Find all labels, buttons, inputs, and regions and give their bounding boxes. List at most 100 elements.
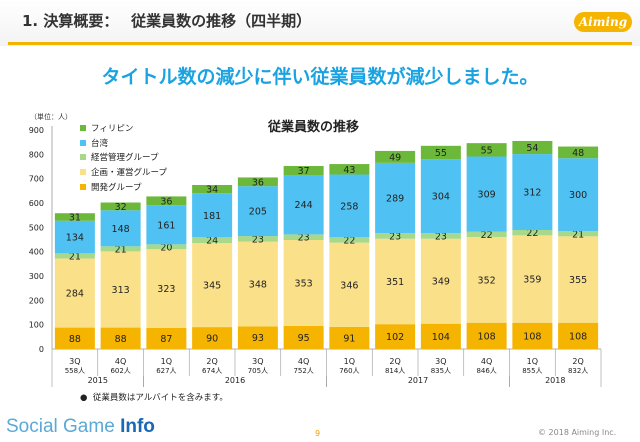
- bar-segment: [512, 235, 553, 323]
- bar-segment: [283, 234, 324, 240]
- y-tick-label: 400: [29, 248, 44, 257]
- x-total-label: 752人: [293, 367, 313, 375]
- bar-segment: [375, 324, 416, 349]
- bar-data-label: 21: [69, 251, 81, 262]
- bar-data-label: 102: [386, 332, 404, 343]
- x-total-label: 832人: [568, 367, 588, 375]
- x-total-label: 835人: [431, 367, 451, 375]
- bar-segment: [100, 327, 141, 349]
- x-tick-label: 2Q: [206, 357, 217, 366]
- y-tick-label: 300: [29, 272, 44, 281]
- legend-swatch: [80, 125, 86, 132]
- bar-data-label: 108: [478, 331, 496, 342]
- bar-data-label: 23: [298, 233, 310, 244]
- y-tick-label: 900: [29, 126, 44, 135]
- bar-segment: [192, 237, 233, 244]
- bar-data-label: 23: [389, 231, 401, 242]
- bar-data-label: 351: [386, 277, 404, 288]
- bar-segment: [100, 246, 141, 252]
- y-tick-label: 100: [29, 321, 44, 330]
- bar-segment: [100, 251, 141, 328]
- bar-segment: [283, 175, 324, 235]
- legend: フィリピン 台湾 経営管理グループ 企画・運営グループ 開発グループ: [80, 121, 167, 194]
- x-total-label: 602人: [110, 367, 130, 375]
- bar-segment: [558, 322, 599, 349]
- unit-label: （単位：人）: [30, 113, 72, 121]
- bar-data-label: 244: [295, 200, 313, 211]
- legend-label: 経営管理グループ: [91, 153, 159, 164]
- legend-label: フィリピン: [91, 124, 134, 135]
- bar-data-label: 43: [343, 165, 355, 176]
- bar-data-label: 289: [386, 194, 404, 205]
- bar-data-label: 355: [569, 275, 587, 286]
- bar-segment: [146, 196, 187, 206]
- x-total-label: 558人: [65, 367, 85, 375]
- chart-title: 従業員数の推移: [268, 120, 360, 135]
- footnote: ● 従業員数はアルバイトを含みます。: [80, 391, 228, 403]
- bar-segment: [146, 205, 187, 245]
- legend-label: 開発グループ: [91, 182, 142, 193]
- bar-data-label: 22: [526, 228, 538, 239]
- bar-data-label: 55: [435, 148, 447, 159]
- bar-segment: [54, 327, 95, 349]
- bar-segment: [558, 236, 599, 323]
- bar-segment: [329, 164, 370, 175]
- legend-swatch: [80, 169, 86, 176]
- footnote-text: 従業員数はアルバイトを含みます。: [92, 393, 228, 403]
- bar-data-label: 22: [343, 235, 355, 246]
- legend-swatch: [80, 139, 86, 146]
- bar-data-label: 87: [160, 334, 172, 345]
- bar-data-label: 205: [249, 207, 267, 218]
- bar-segment: [466, 231, 507, 238]
- x-total-label: 855人: [522, 367, 542, 375]
- x-tick-label: 2Q: [389, 357, 400, 366]
- bar-data-label: 24: [206, 236, 218, 247]
- bar-segment: [558, 231, 599, 237]
- bar-data-label: 31: [69, 212, 81, 223]
- bar-segment: [329, 326, 370, 349]
- bar-segment: [329, 237, 370, 243]
- x-tick-label: 1Q: [527, 357, 538, 366]
- bar-data-label: 55: [481, 145, 493, 156]
- legend-item: フィリピン: [80, 121, 167, 136]
- headline: タイトル数の減少に伴い従業員数が減少しました。: [101, 66, 539, 88]
- bar-segment: [237, 186, 278, 237]
- bar-data-label: 359: [523, 275, 541, 286]
- bar-data-label: 95: [298, 333, 310, 344]
- year-label: 2016: [225, 376, 245, 385]
- x-tick-label: 1Q: [344, 357, 355, 366]
- bar-segment: [100, 210, 141, 247]
- brand-light: Social Game: [6, 416, 115, 437]
- bar-segment: [420, 233, 461, 239]
- bar-segment: [466, 156, 507, 232]
- bar-segment: [54, 258, 95, 328]
- y-tick-label: 700: [29, 175, 44, 184]
- x-tick-label: 3Q: [69, 357, 80, 366]
- bar-segment: [512, 322, 553, 349]
- bar-data-label: 313: [112, 285, 130, 296]
- bar-segment: [375, 162, 416, 234]
- y-tick-label: 600: [29, 199, 44, 208]
- bar-data-label: 134: [66, 233, 84, 244]
- bar-data-label: 32: [115, 202, 127, 213]
- legend-item: 開発グループ: [80, 179, 167, 194]
- x-total-label: 814人: [385, 367, 405, 375]
- x-tick-label: 2Q: [572, 357, 583, 366]
- bar-data-label: 49: [389, 152, 401, 163]
- legend-swatch: [80, 154, 86, 161]
- bar-segment: [146, 244, 187, 250]
- bar-data-label: 108: [569, 331, 587, 342]
- bar-segment: [512, 154, 553, 231]
- bar-data-label: 34: [206, 185, 218, 196]
- bar-data-label: 20: [160, 242, 172, 253]
- bar-data-label: 48: [572, 148, 584, 159]
- bullet-icon: ●: [80, 393, 88, 403]
- bar-data-label: 23: [252, 234, 264, 245]
- bar-data-label: 148: [112, 224, 130, 235]
- bar-data-label: 36: [252, 177, 264, 188]
- bar-segment: [420, 238, 461, 324]
- x-total-label: 674人: [202, 367, 222, 375]
- bar-data-label: 21: [572, 229, 584, 240]
- bar-data-label: 91: [343, 333, 355, 344]
- bar-data-label: 37: [298, 166, 310, 177]
